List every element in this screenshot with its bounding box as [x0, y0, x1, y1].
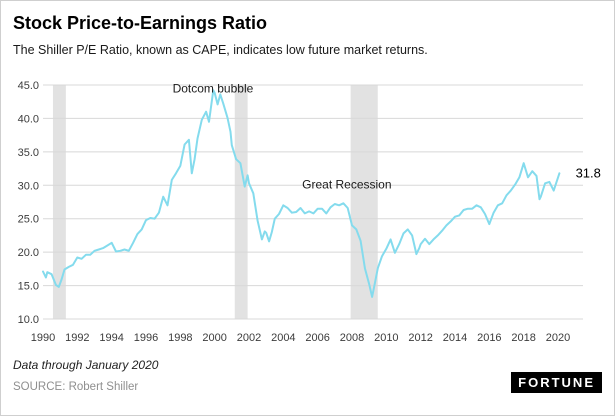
cape-line-chart: 10.0 15.0 20.0 25.0 30.0 35.0 40.0 45.0 1990 1992… [18, 80, 601, 344]
recession-band [52, 85, 66, 319]
cape-line [42, 89, 561, 298]
latest-value-label: 31.8 [576, 165, 601, 180]
x-tick-label: 2004 [271, 332, 295, 344]
x-tick-label: 2020 [546, 332, 570, 344]
chart-footer: Data through January 2020 SOURCE: Robert… [13, 358, 602, 393]
y-tick-label: 10.0 [18, 314, 39, 326]
x-tick-label: 2016 [477, 332, 501, 344]
x-tick-label: 2010 [374, 332, 398, 344]
chart-title: Stock Price-to-Earnings Ratio [13, 13, 268, 33]
y-tick-label: 25.0 [18, 214, 39, 226]
y-tick-label: 20.0 [18, 247, 39, 259]
x-tick-label: 2014 [443, 332, 467, 344]
chart-subtitle: The Shiller P/E Ratio, known as CAPE, in… [13, 43, 428, 57]
y-tick-label: 40.0 [18, 113, 39, 125]
source-credit: SOURCE: Robert Shiller [13, 381, 139, 393]
x-tick-label: 1998 [168, 332, 192, 344]
x-tick-label: 1992 [65, 332, 89, 344]
y-tick-label: 35.0 [18, 147, 39, 159]
x-tick-label: 1996 [134, 332, 158, 344]
x-tick-label: 2012 [408, 332, 432, 344]
fortune-logo: FORTUNE [511, 372, 602, 393]
x-tick-label: 2018 [511, 332, 535, 344]
x-tick-label: 2002 [237, 332, 261, 344]
x-tick-label: 2000 [202, 332, 226, 344]
y-tick-label: 30.0 [18, 180, 39, 192]
y-tick-label: 45.0 [18, 80, 39, 92]
y-tick-label: 15.0 [18, 281, 39, 293]
annotation-label: Great Recession [302, 178, 391, 192]
annotation-label: Dotcom bubble [173, 81, 254, 95]
x-tick-label: 1990 [31, 332, 55, 344]
x-tick-label: 2006 [305, 332, 329, 344]
x-tick-label: 1994 [99, 332, 123, 344]
recession-band [350, 85, 378, 319]
footer-left: Data through January 2020 SOURCE: Robert… [13, 358, 158, 393]
data-note: Data through January 2020 [13, 358, 159, 372]
recession-band [234, 85, 248, 319]
x-tick-label: 2008 [340, 332, 364, 344]
